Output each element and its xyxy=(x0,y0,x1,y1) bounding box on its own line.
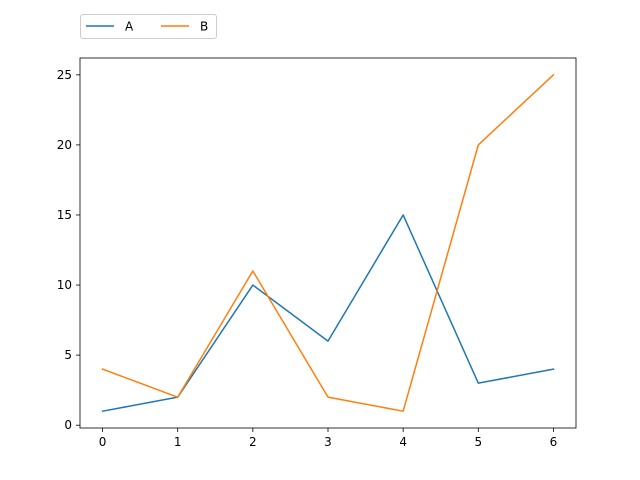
x-tick-label: 3 xyxy=(324,435,332,449)
x-axis: 0 1 2 3 4 5 6 xyxy=(99,428,558,449)
legend-box xyxy=(80,14,217,39)
x-tick-label: 1 xyxy=(174,435,182,449)
y-tick-label: 15 xyxy=(57,208,72,222)
y-tick-label: 25 xyxy=(57,68,72,82)
legend-label-a: A xyxy=(125,20,134,34)
y-tick-label: 10 xyxy=(57,278,72,292)
y-tick-label: 5 xyxy=(64,348,72,362)
x-tick-label: 4 xyxy=(399,435,407,449)
y-axis: 0 5 10 15 20 25 xyxy=(57,68,80,432)
x-tick-label: 2 xyxy=(249,435,257,449)
y-tick-label: 20 xyxy=(57,138,72,152)
y-tick-label: 0 xyxy=(64,418,72,432)
series-line-b xyxy=(101,73,555,412)
series-layer xyxy=(101,73,555,413)
x-tick-label: 5 xyxy=(474,435,482,449)
legend-label-b: B xyxy=(200,20,208,34)
x-tick-label: 6 xyxy=(550,435,558,449)
x-tick-label: 0 xyxy=(99,435,107,449)
